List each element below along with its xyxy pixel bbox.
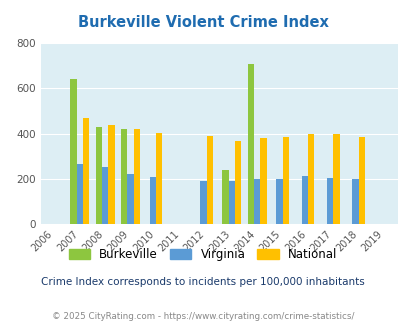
- Bar: [254, 179, 260, 224]
- Bar: [228, 181, 234, 224]
- Text: © 2025 CityRating.com - https://www.cityrating.com/crime-statistics/: © 2025 CityRating.com - https://www.city…: [51, 312, 354, 321]
- Bar: [121, 129, 127, 224]
- Bar: [127, 175, 133, 224]
- Bar: [234, 141, 241, 224]
- Bar: [96, 127, 102, 224]
- Bar: [275, 179, 282, 224]
- Bar: [149, 178, 156, 224]
- Bar: [301, 176, 307, 224]
- Bar: [333, 134, 339, 224]
- Bar: [70, 79, 77, 224]
- Bar: [108, 124, 115, 224]
- Bar: [102, 167, 108, 224]
- Bar: [282, 137, 288, 224]
- Bar: [83, 118, 89, 224]
- Bar: [326, 178, 333, 224]
- Bar: [133, 129, 140, 224]
- Text: Crime Index corresponds to incidents per 100,000 inhabitants: Crime Index corresponds to incidents per…: [41, 277, 364, 287]
- Bar: [77, 164, 83, 224]
- Bar: [156, 133, 162, 224]
- Bar: [352, 179, 358, 224]
- Bar: [222, 170, 228, 224]
- Bar: [200, 181, 206, 224]
- Bar: [206, 136, 212, 224]
- Bar: [247, 64, 254, 224]
- Bar: [260, 138, 266, 224]
- Bar: [307, 134, 313, 224]
- Bar: [358, 137, 364, 224]
- Legend: Burkeville, Virginia, National: Burkeville, Virginia, National: [64, 244, 341, 266]
- Text: Burkeville Violent Crime Index: Burkeville Violent Crime Index: [77, 15, 328, 30]
